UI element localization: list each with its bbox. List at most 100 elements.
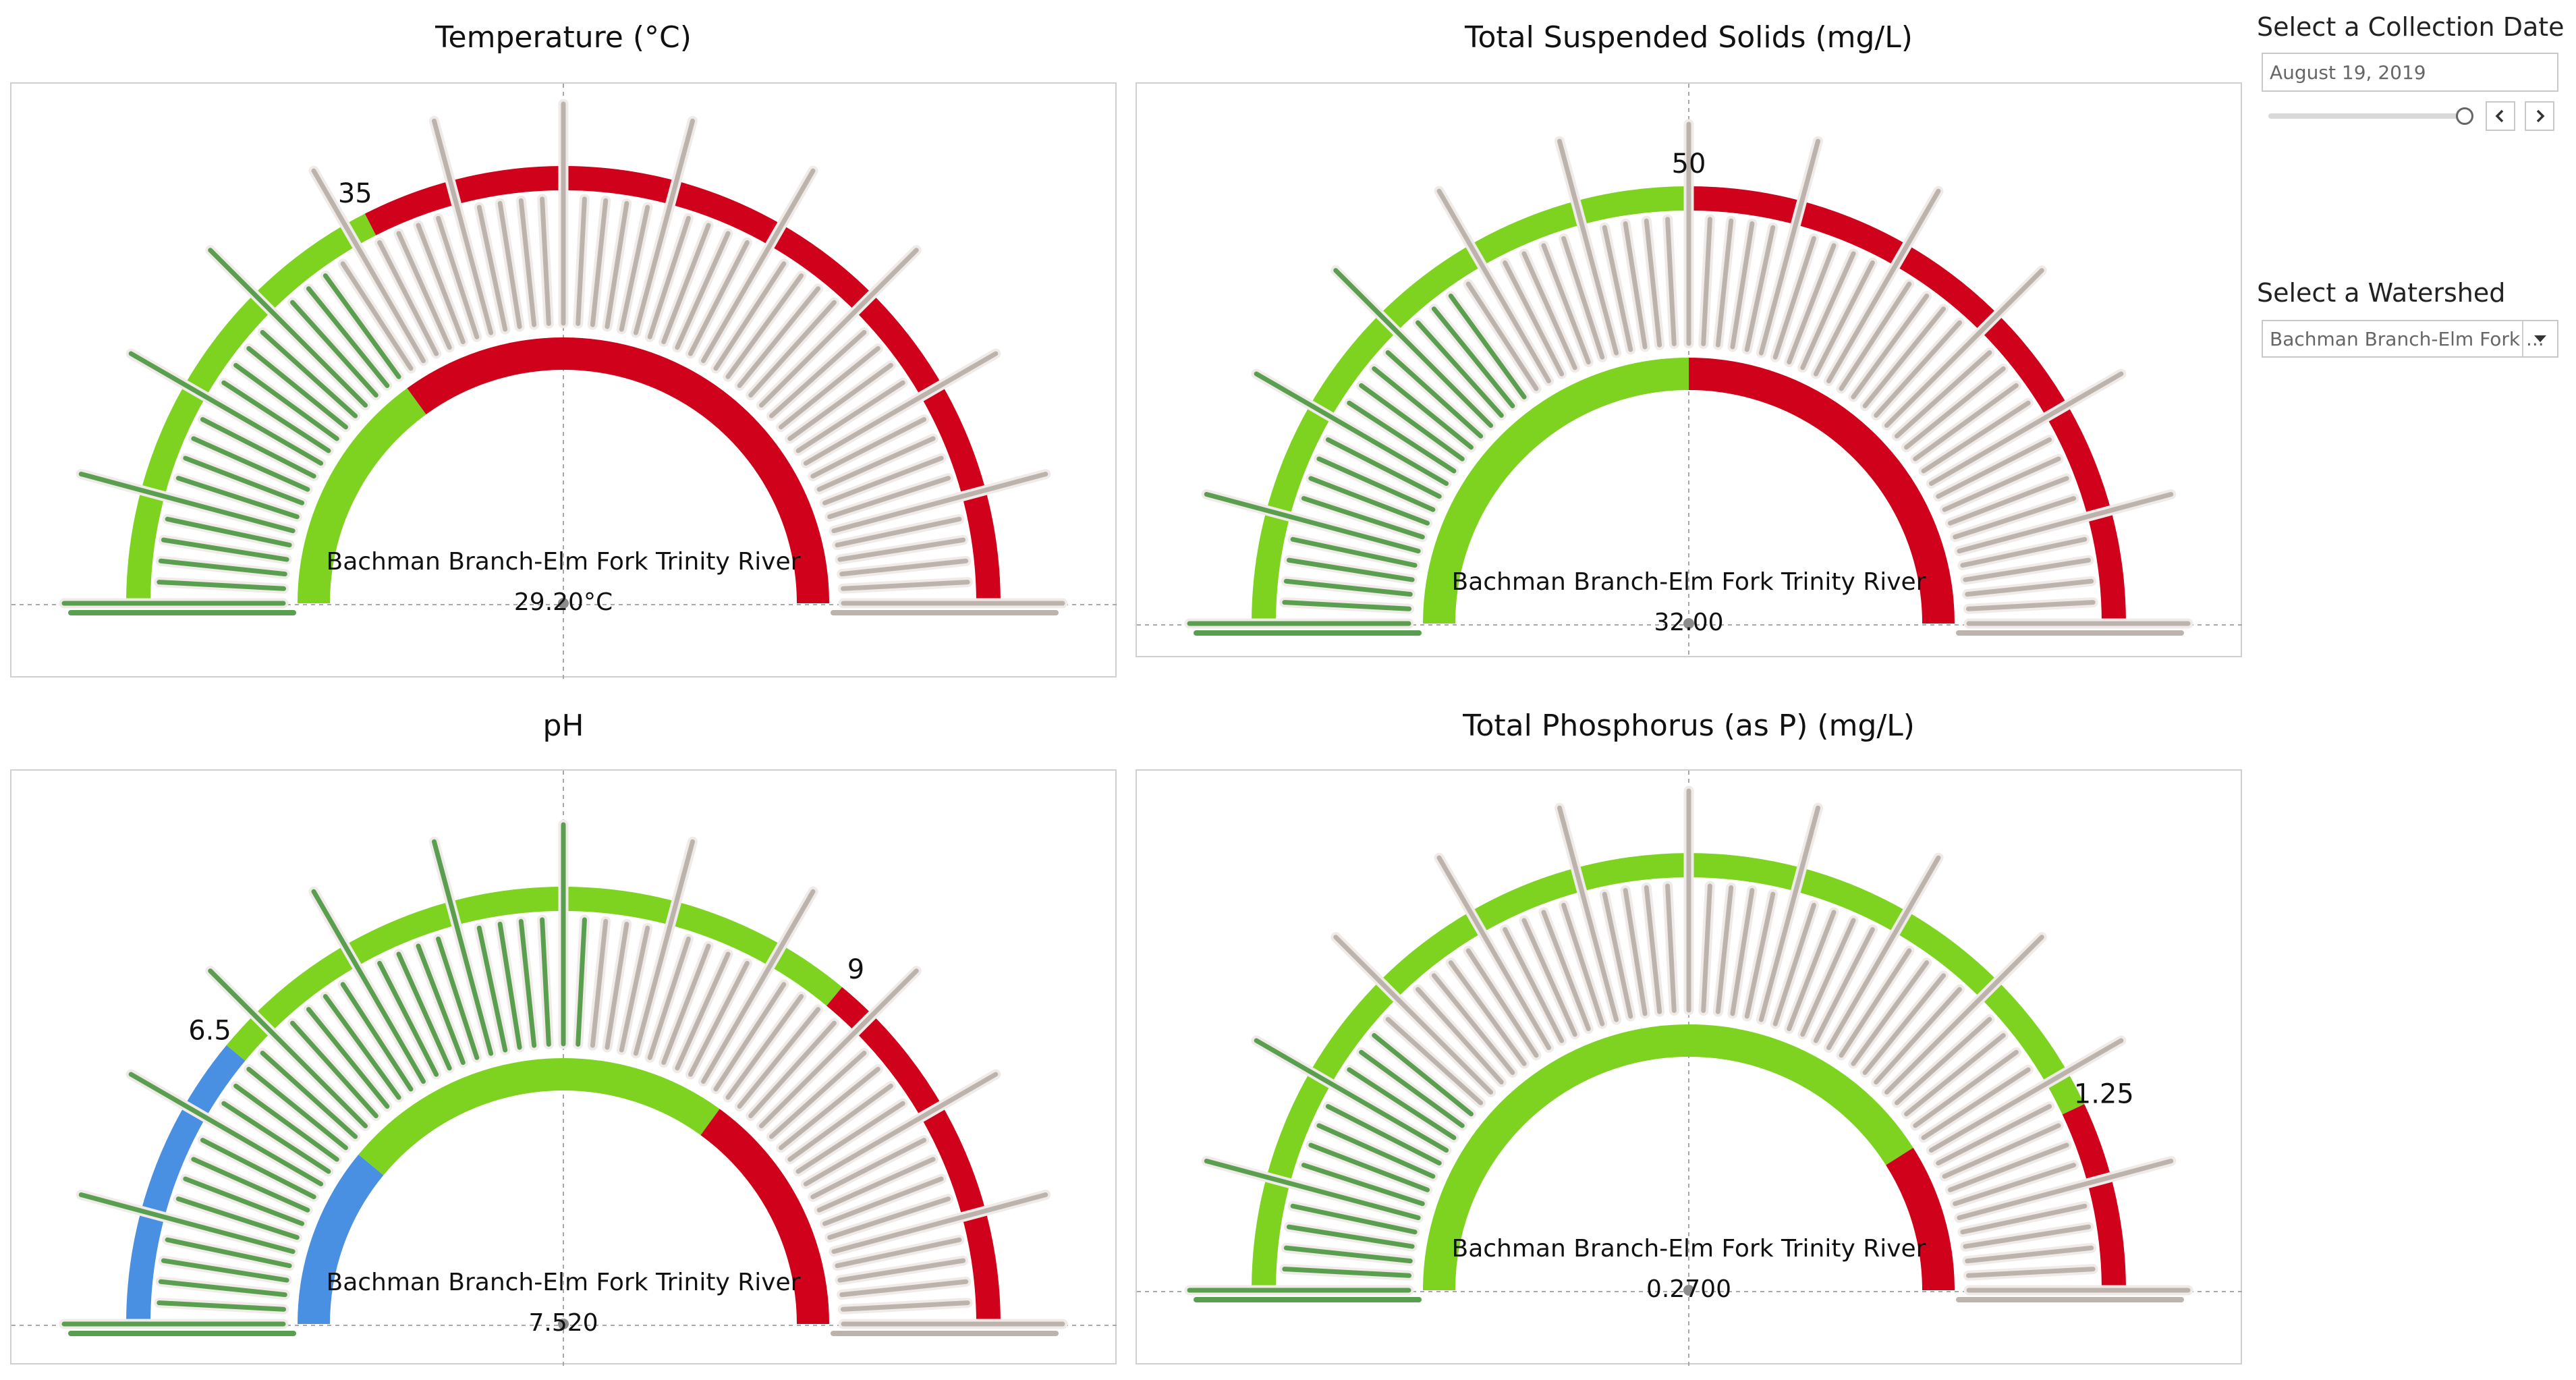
threshold-label: 9 [847,954,864,985]
collection-date-slider-thumb[interactable] [2456,107,2473,125]
needle-mark [675,231,731,350]
needle-mark [1283,1245,1413,1264]
needle-mark [436,936,480,1060]
needle-mark [1730,221,1755,350]
inner-band-good [1423,1024,1913,1291]
needle-mark [1758,138,1821,356]
chart-title-tss: Total Suspended Solids (mg/L) [1465,20,1913,55]
chevron-down-icon[interactable] [2522,321,2557,356]
needle-mark [725,273,804,379]
needle-mark [158,558,287,577]
threshold-label: 1.25 [2074,1078,2134,1109]
needle-mark [1894,1017,1992,1105]
needle-mark [1290,536,1418,568]
needle-mark [1874,320,1962,418]
needle-mark [377,960,439,1077]
chart-title-ph: pH [542,709,584,743]
needle-mark [737,1007,821,1109]
needle-mark [633,118,696,335]
needle-mark [1282,1267,1412,1278]
needle-mark [1862,306,1947,408]
needle-mark [779,346,880,430]
needle-mark [619,204,650,332]
outer-band-high [2062,1104,2126,1291]
needle-mark [1286,557,1415,582]
needle-mark [1283,578,1413,597]
needle-mark [161,537,289,562]
needle-mark [1301,496,1425,540]
needle-mark [816,1157,936,1213]
needle-mark [1928,1038,2124,1153]
collection-date-slider[interactable] [2268,113,2471,119]
inner-band-good [298,388,426,604]
needle-mark [1503,927,1565,1043]
needle-mark [1503,260,1565,377]
needle-mark [1965,600,2096,611]
needle-mark [158,1279,287,1298]
needle-mark [1730,887,1755,1016]
gauge-panel-ph[interactable]: Bachman Branch-Elm Fork Trinity River 7.5… [10,769,1118,1366]
needle-mark [416,943,466,1066]
gauge-tss: Bachman Branch-Elm Fork Trinity River 32.… [1137,84,2243,659]
needle-mark [725,994,804,1100]
needle-mark [633,839,696,1056]
needle-mark [619,925,650,1053]
collection-date-input[interactable]: August 19, 2019 [2262,53,2558,92]
previous-date-button[interactable] [2486,101,2515,131]
needle-mark [1862,973,1947,1075]
needle-mark [1715,218,1734,348]
inner-band-high [1688,358,1955,624]
value-label: 29.20°C [514,588,613,616]
needle-mark [221,1101,331,1174]
outer-band-good [226,887,843,1061]
needle-mark [795,380,905,453]
needle-mark [1772,902,1816,1026]
needle-mark [1347,1067,1457,1140]
needle-mark [1942,456,2061,512]
needle-mark [1557,138,1619,356]
needle-mark [839,1279,969,1298]
needle-mark [233,1083,339,1162]
needle-mark [1894,350,1992,439]
needle-mark [795,1101,905,1174]
needle-mark [540,196,551,327]
needle-mark [647,936,691,1060]
needle-mark [835,1237,962,1269]
needle-mark [1602,891,1633,1019]
watershed-select[interactable]: Bachman Branch-Elm Fork ... [2262,320,2558,358]
needle-mark [290,300,379,398]
needle-mark [183,1176,305,1226]
needle-mark [1282,600,1412,611]
needle-mark [476,925,508,1053]
needle-mark [1431,973,1515,1075]
needle-mark [840,1300,970,1312]
chevron-left-icon [2495,109,2504,123]
needle-mark [1644,885,1662,1014]
needle-mark [810,417,927,479]
needle-mark [688,960,750,1077]
chart-title-phosphorus: Total Phosphorus (as P) (mg/L) [1463,709,1915,743]
needle-mark [1787,910,1837,1032]
needle-mark [200,1138,316,1200]
needle-mark [246,1066,348,1151]
needle-mark [1921,400,2031,474]
needle-mark [396,951,452,1071]
needle-mark [1372,1032,1474,1117]
needle-mark [810,1138,927,1200]
needle-mark [208,248,368,408]
needle-mark [1521,251,1577,370]
next-date-button[interactable] [2525,101,2554,131]
needle-mark [590,198,609,327]
needle-mark [1965,1245,2094,1264]
gauge-panel-tss[interactable]: Bachman Branch-Elm Fork Trinity River 32.… [1136,82,2243,659]
needle-mark [1359,383,1465,462]
gauge-panel-phosphorus[interactable]: Bachman Branch-Elm Fork Trinity River 0.2… [1136,769,2243,1366]
needle-mark [576,917,587,1047]
needle-mark [323,994,401,1100]
needle-mark [1928,371,2124,486]
site-label: Bachman Branch-Elm Fork Trinity River [327,548,801,576]
needle-mark [701,889,816,1084]
site-label: Bachman Branch-Elm Fork Trinity River [327,1269,801,1296]
needle-mark [803,351,999,466]
gauge-panel-temperature[interactable]: Bachman Branch-Elm Fork Trinity River 29.… [10,82,1118,679]
